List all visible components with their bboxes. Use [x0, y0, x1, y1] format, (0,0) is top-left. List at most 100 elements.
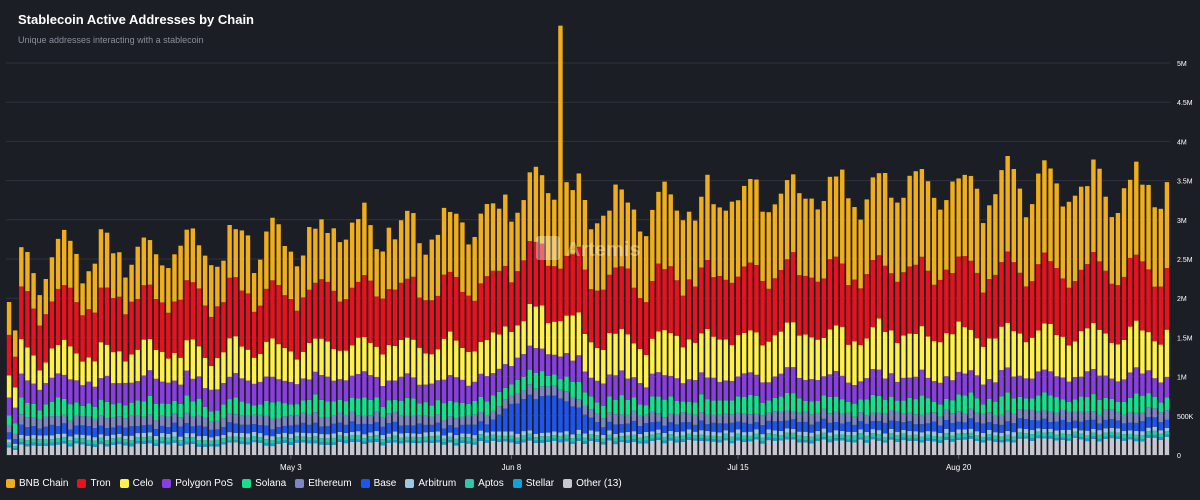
- bar-segment: [631, 441, 637, 455]
- bar-segment: [233, 229, 238, 278]
- legend-item[interactable]: Solana: [242, 478, 286, 489]
- bar-segment: [993, 338, 998, 383]
- bar-segment: [429, 440, 434, 443]
- bar-segment: [643, 236, 649, 303]
- bar-segment: [509, 395, 514, 404]
- bar-segment: [221, 444, 226, 455]
- bar-segment: [356, 424, 361, 432]
- bar-segment: [1011, 376, 1016, 399]
- bar-segment: [117, 425, 122, 434]
- bar-segment: [852, 207, 857, 280]
- bar-segment: [282, 437, 287, 441]
- bar-segment: [821, 418, 827, 429]
- bar-segment: [852, 279, 857, 342]
- bar-segment: [827, 442, 833, 455]
- bar-segment: [331, 437, 336, 443]
- bar-segment: [901, 335, 906, 378]
- bar-segment: [484, 276, 490, 341]
- bar-segment: [913, 431, 918, 435]
- legend-item[interactable]: Arbitrum: [405, 478, 456, 489]
- bar-segment: [6, 442, 12, 446]
- bar-segment: [258, 437, 263, 441]
- bar-segment: [12, 433, 18, 440]
- bar-segment: [1042, 428, 1047, 433]
- bar-segment: [362, 371, 367, 398]
- bar-segment: [325, 442, 330, 445]
- bar-segment: [650, 338, 655, 374]
- bar-segment: [1146, 332, 1151, 371]
- bar-segment: [938, 432, 943, 437]
- bar-segment: [962, 256, 967, 328]
- bar-segment: [6, 424, 12, 433]
- bar-segment: [919, 369, 925, 396]
- bar-segment: [104, 440, 110, 445]
- bar-segment: [570, 190, 575, 255]
- bar-segment: [496, 414, 502, 432]
- bar-segment: [882, 378, 888, 400]
- legend-item[interactable]: Stellar: [512, 478, 554, 489]
- bar-segment: [184, 437, 189, 442]
- legend-item[interactable]: BNB Chain: [6, 478, 68, 489]
- bar-segment: [411, 213, 416, 277]
- bar-segment: [705, 424, 710, 432]
- bar-segment: [815, 209, 820, 282]
- legend-item[interactable]: Ethereum: [295, 478, 352, 489]
- bar-segment: [31, 308, 36, 356]
- bar-segment: [172, 422, 177, 433]
- bar-segment: [1048, 436, 1053, 439]
- bar-segment: [282, 245, 287, 296]
- bar-segment: [478, 373, 483, 397]
- legend-item[interactable]: Tron: [77, 478, 111, 489]
- bar-segment: [625, 378, 631, 400]
- bar-segment: [503, 431, 508, 436]
- bar-segment: [968, 432, 974, 437]
- legend-item[interactable]: Aptos: [465, 478, 504, 489]
- bar-segment: [417, 297, 422, 348]
- bar-segment: [343, 401, 349, 415]
- legend-item[interactable]: Other (13): [563, 478, 622, 489]
- bar-segment: [117, 252, 122, 297]
- bar-segment: [1115, 439, 1121, 455]
- bar-segment: [1023, 419, 1029, 429]
- bar-segment: [693, 438, 698, 441]
- legend-swatch: [360, 479, 370, 488]
- bar-segment: [711, 400, 716, 415]
- bar-segment: [447, 440, 453, 443]
- legend-item[interactable]: Polygon PoS: [162, 478, 233, 489]
- bar-segment: [699, 412, 704, 421]
- bar-segment: [129, 440, 134, 444]
- bar-segment: [742, 413, 747, 423]
- bar-segment: [1115, 213, 1121, 286]
- bar-segment: [931, 441, 937, 455]
- bar-segment: [221, 434, 226, 439]
- bar-segment: [484, 435, 490, 441]
- bar-segment: [931, 435, 937, 440]
- bar-segment: [650, 434, 655, 439]
- bar-segment: [619, 189, 624, 267]
- bar-segment: [300, 436, 306, 441]
- legend-label: Arbitrum: [418, 478, 457, 489]
- bar-segment: [380, 251, 385, 299]
- bar-segment: [386, 400, 392, 414]
- legend-item[interactable]: Celo: [119, 478, 153, 489]
- legend-item[interactable]: Base: [360, 478, 396, 489]
- bar-segment: [417, 433, 422, 438]
- bar-segment: [349, 441, 355, 455]
- bar-segment: [1005, 421, 1010, 431]
- bar-segment: [521, 442, 526, 455]
- bar-segment: [417, 437, 422, 442]
- bar-segment: [570, 441, 575, 444]
- bar-segment: [466, 437, 471, 442]
- bar-segment: [80, 385, 85, 406]
- bar-segment: [766, 382, 771, 401]
- bar-segment: [1017, 432, 1023, 437]
- bar-segment: [539, 440, 545, 443]
- bar-segment: [723, 430, 729, 434]
- bar-segment: [19, 438, 24, 443]
- bar-segment: [901, 400, 906, 414]
- bar-segment: [454, 418, 459, 428]
- bar-segment: [405, 442, 410, 455]
- bar-segment: [1103, 428, 1108, 433]
- bar-segment: [1109, 419, 1114, 428]
- bar-segment: [754, 264, 759, 333]
